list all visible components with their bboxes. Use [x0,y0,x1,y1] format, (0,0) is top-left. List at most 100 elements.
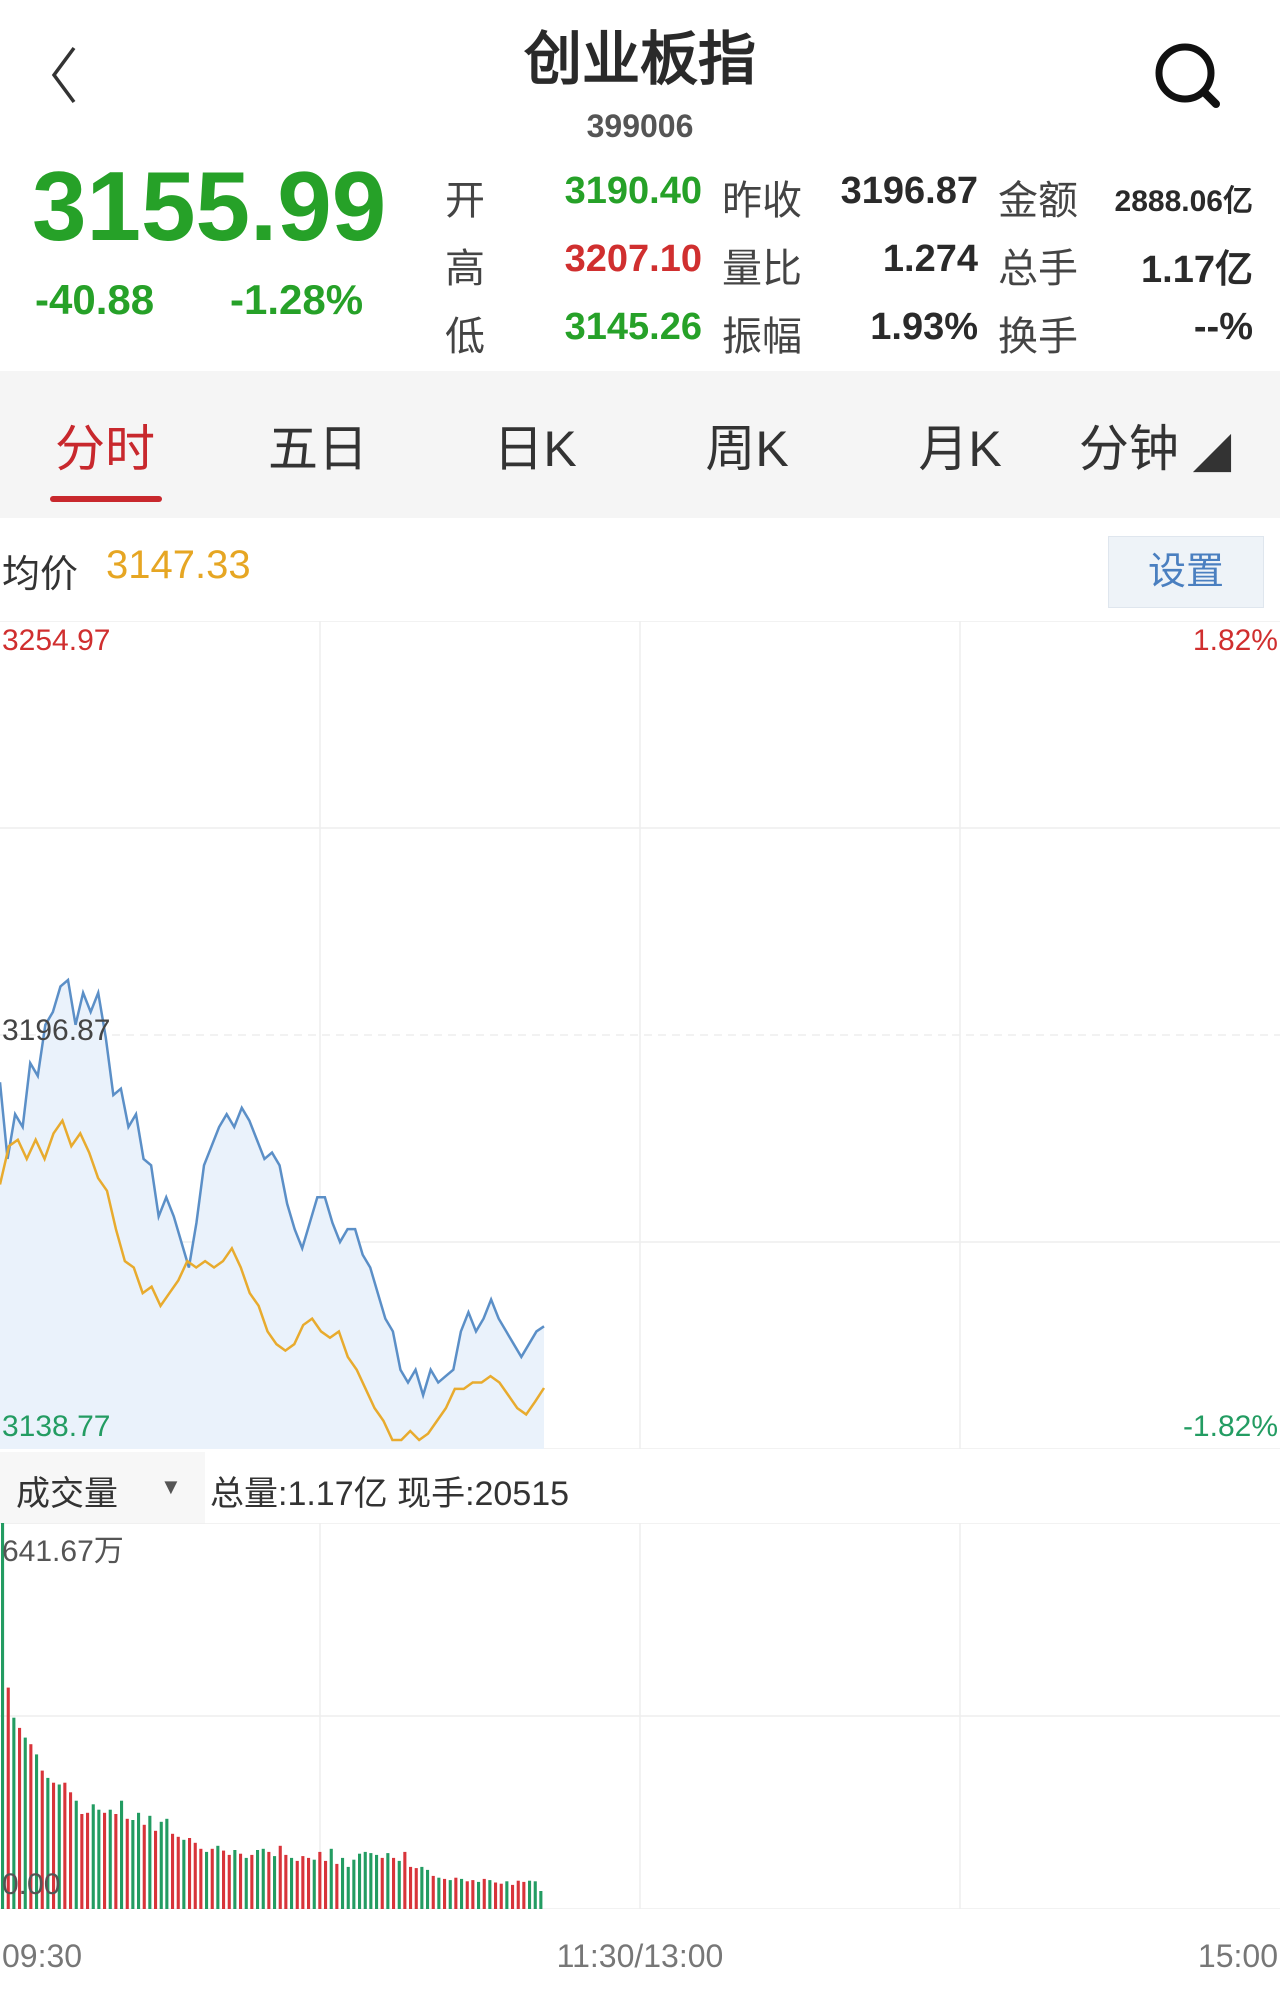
stat-label: 换手 [998,315,1078,359]
volume-bar [148,1815,152,1909]
y-mid-label: 3196.87 [2,1014,111,1047]
stat-value: --% [1193,306,1253,348]
volume-bar [23,1737,27,1909]
volume-bar [392,1857,396,1909]
volume-bar [131,1820,135,1909]
volume-bar [267,1851,271,1909]
stat-label: 振幅 [722,315,802,359]
volume-bar [210,1848,214,1909]
volume-bar [375,1854,379,1909]
volume-indicator-dropdown[interactable]: 成交量 ▼ [0,1452,205,1524]
intraday-price-chart[interactable] [0,621,1280,1449]
volume-bar [341,1857,345,1909]
volume-bar [409,1866,413,1909]
time-label-midday: 11:30/13:00 [556,1938,724,1974]
volume-bar [403,1851,407,1909]
tab-3[interactable]: 周K [705,421,789,477]
dropdown-triangle-icon: ▼ [160,1474,182,1499]
search-icon[interactable] [1148,36,1228,116]
volume-bar [176,1836,180,1909]
settings-button[interactable]: 设置 [1108,536,1264,608]
volume-bar [97,1809,101,1909]
volume-bar [273,1856,277,1909]
volume-bar [465,1881,469,1909]
volume-bar [63,1782,67,1909]
volume-bar [437,1877,441,1909]
avg-price-value: 3147.33 [106,543,251,587]
volume-bar [171,1833,175,1909]
volume-bar [125,1818,129,1909]
tab-0[interactable]: 分时 [55,421,155,477]
volume-bar [142,1824,146,1909]
volume-bar [108,1809,112,1909]
volume-bar [205,1851,209,1909]
volume-bar [290,1857,294,1909]
volume-bar [35,1754,39,1909]
volume-bar [154,1830,158,1909]
volume-bar [12,1717,16,1909]
volume-bar [380,1857,384,1909]
volume-indicator-label: 成交量 [16,1475,118,1513]
stat-value: 3207.10 [564,238,702,280]
volume-bar [448,1880,452,1909]
tab-1[interactable]: 五日 [268,421,368,477]
stat-label: 低 [445,315,485,359]
volume-bar [454,1877,458,1909]
volume-bar [46,1777,50,1909]
volume-bar [494,1882,498,1909]
volume-bar [250,1854,254,1909]
vol-bottom-label: 0.00 [2,1868,61,1901]
stat-label: 量比 [722,247,802,291]
volume-bar [74,1800,78,1909]
volume-bar [6,1687,10,1909]
volume-chart [0,1523,1280,1909]
volume-bar [522,1881,526,1909]
volume-bar [471,1880,475,1909]
stat-label: 开 [445,179,485,223]
volume-bar [295,1860,299,1909]
volume-bar [18,1727,22,1909]
volume-bar [188,1838,192,1909]
vol-top-label: 641.67万 [2,1535,124,1568]
stat-label: 昨收 [722,179,802,223]
volume-bar [528,1880,532,1909]
volume-bar [114,1814,118,1909]
volume-bar [1,1523,5,1909]
volume-bar [69,1792,73,1909]
volume-bar [222,1850,226,1909]
volume-bar [193,1842,197,1909]
volume-bar [40,1770,44,1909]
volume-bar [346,1866,350,1909]
volume-bar [482,1878,486,1909]
volume-bar [312,1859,316,1909]
volume-bar [352,1859,356,1909]
tab-2[interactable]: 日K [493,421,577,477]
chart-tabs: 分时 五日 日K 周K 月K 分钟 ◢ [0,371,1280,518]
page-title: 创业板指 [523,27,756,92]
volume-bar [363,1851,367,1909]
volume-bar [301,1856,305,1909]
volume-bar [533,1881,537,1909]
volume-bar [80,1814,84,1909]
volume-bar [159,1821,163,1909]
tab-5[interactable]: 分钟 ◢ [1078,421,1232,477]
volume-bar [414,1868,418,1909]
volume-bar [329,1848,333,1909]
volume-bar [397,1860,401,1909]
stat-value: 2888.06亿 [1114,185,1253,218]
volume-bar [256,1850,260,1909]
stat-value: 3196.87 [840,170,978,212]
volume-bar [369,1853,373,1909]
back-chevron-icon[interactable] [40,40,100,110]
volume-bar [261,1848,265,1909]
volume-bar [182,1839,186,1909]
volume-bar [86,1812,90,1909]
volume-bar [103,1812,107,1909]
volume-bar [239,1853,243,1909]
volume-bar [244,1857,248,1909]
volume-bar [505,1881,509,1909]
y-bottom-label: 3138.77 [2,1410,111,1443]
tab-4[interactable]: 月K [918,421,1002,477]
volume-bar [199,1848,203,1909]
price-change: -40.88 [35,276,155,323]
